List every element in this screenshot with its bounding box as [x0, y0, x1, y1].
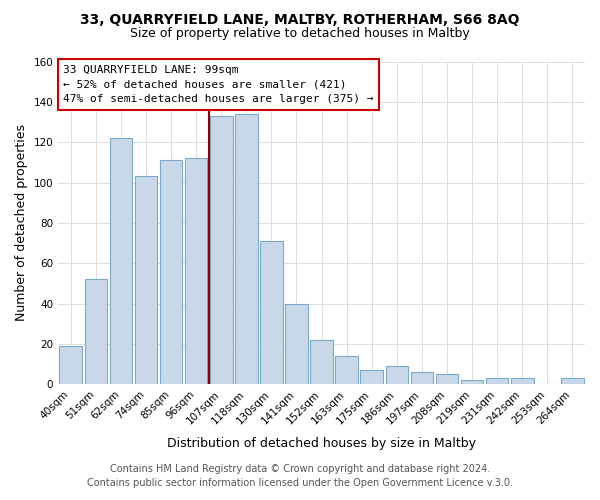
- Bar: [361, 370, 383, 384]
- Text: 33 QUARRYFIELD LANE: 99sqm
← 52% of detached houses are smaller (421)
47% of sem: 33 QUARRYFIELD LANE: 99sqm ← 52% of deta…: [64, 64, 374, 104]
- Bar: [335, 356, 358, 384]
- Bar: [511, 378, 533, 384]
- Bar: [260, 241, 283, 384]
- Bar: [85, 280, 107, 384]
- X-axis label: Distribution of detached houses by size in Maltby: Distribution of detached houses by size …: [167, 437, 476, 450]
- Bar: [59, 346, 82, 384]
- Bar: [160, 160, 182, 384]
- Bar: [410, 372, 433, 384]
- Bar: [486, 378, 508, 384]
- Bar: [461, 380, 484, 384]
- Bar: [386, 366, 408, 384]
- Bar: [210, 116, 233, 384]
- Text: Size of property relative to detached houses in Maltby: Size of property relative to detached ho…: [130, 28, 470, 40]
- Bar: [235, 114, 257, 384]
- Bar: [285, 304, 308, 384]
- Y-axis label: Number of detached properties: Number of detached properties: [15, 124, 28, 322]
- Bar: [110, 138, 132, 384]
- Text: Contains HM Land Registry data © Crown copyright and database right 2024.
Contai: Contains HM Land Registry data © Crown c…: [87, 464, 513, 487]
- Bar: [310, 340, 333, 384]
- Bar: [561, 378, 584, 384]
- Bar: [185, 158, 208, 384]
- Bar: [436, 374, 458, 384]
- Bar: [134, 176, 157, 384]
- Text: 33, QUARRYFIELD LANE, MALTBY, ROTHERHAM, S66 8AQ: 33, QUARRYFIELD LANE, MALTBY, ROTHERHAM,…: [80, 12, 520, 26]
